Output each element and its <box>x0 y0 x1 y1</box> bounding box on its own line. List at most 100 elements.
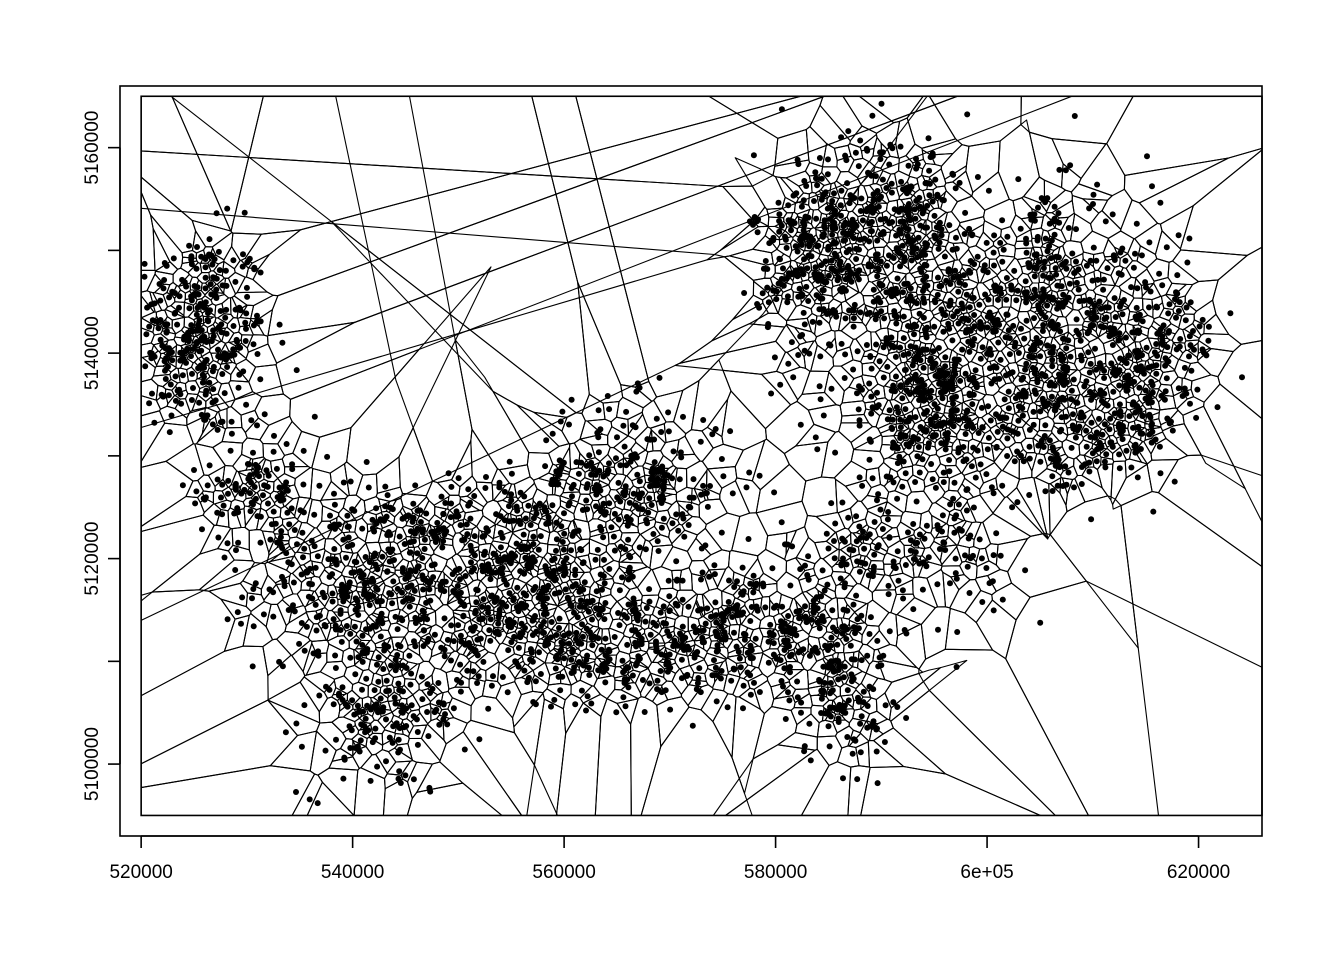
voronoi-cell <box>613 457 624 476</box>
voronoi-cell <box>189 344 198 355</box>
voronoi-cell <box>639 672 656 698</box>
data-point <box>562 586 569 593</box>
voronoi-cell <box>1012 197 1034 220</box>
data-point <box>718 623 725 630</box>
data-point <box>390 578 397 585</box>
data-point <box>510 517 517 524</box>
data-point <box>558 646 565 653</box>
data-point <box>611 547 618 554</box>
data-point <box>616 587 623 594</box>
data-point <box>696 665 703 672</box>
voronoi-cell <box>867 740 905 769</box>
data-point <box>349 697 356 704</box>
data-point <box>542 463 549 470</box>
data-point <box>660 486 667 493</box>
data-point <box>622 546 629 553</box>
data-point <box>674 602 681 609</box>
data-point <box>573 459 580 466</box>
data-point <box>503 581 510 588</box>
data-point <box>733 607 740 614</box>
voronoi-cell <box>1028 383 1044 395</box>
data-point <box>344 523 351 530</box>
data-point <box>373 505 380 512</box>
data-point <box>682 634 689 641</box>
data-point <box>222 267 229 274</box>
data-point <box>427 690 433 696</box>
data-point <box>455 475 462 482</box>
data-point <box>288 561 295 568</box>
data-point <box>401 541 408 547</box>
voronoi-cell <box>342 494 362 514</box>
data-point <box>202 299 209 306</box>
voronoi-cell <box>882 219 894 232</box>
data-point <box>355 611 362 618</box>
data-point <box>224 364 231 370</box>
voronoi-cell <box>802 250 812 262</box>
voronoi-cell <box>621 612 633 626</box>
data-point <box>625 576 632 583</box>
data-point <box>474 680 481 686</box>
voronoi-cell <box>877 461 892 487</box>
data-point <box>359 642 366 648</box>
data-point <box>654 475 661 482</box>
data-point <box>420 586 427 593</box>
data-point <box>459 537 466 544</box>
data-point <box>381 647 388 654</box>
voronoi-cell <box>568 442 581 470</box>
data-point <box>321 594 328 601</box>
data-point <box>646 586 653 593</box>
data-point <box>240 368 247 375</box>
voronoi-cell <box>146 273 165 294</box>
voronoi-cell <box>1124 322 1136 343</box>
data-point <box>412 482 419 489</box>
voronoi-cell <box>562 481 580 494</box>
data-point <box>257 269 264 276</box>
data-point <box>279 545 286 551</box>
voronoi-cell <box>833 180 849 199</box>
data-point <box>333 561 340 568</box>
data-point <box>213 210 220 217</box>
data-point <box>729 490 736 497</box>
voronoi-cell <box>375 456 401 494</box>
data-point <box>310 650 317 657</box>
voronoi-cell <box>328 756 360 771</box>
data-point <box>559 539 566 545</box>
voronoi-cell <box>1070 253 1084 268</box>
data-point <box>388 591 395 598</box>
data-point <box>359 632 366 639</box>
data-point <box>314 800 321 807</box>
data-point <box>463 521 470 528</box>
data-point <box>653 638 659 645</box>
voronoi-cell <box>490 540 510 554</box>
data-point <box>274 494 281 501</box>
voronoi-cell <box>859 133 878 152</box>
data-point <box>595 434 602 441</box>
data-point <box>699 569 706 576</box>
data-point <box>541 629 547 636</box>
data-point <box>414 729 421 735</box>
data-point <box>163 355 169 362</box>
data-point <box>362 554 369 560</box>
voronoi-cell <box>717 659 729 676</box>
voronoi-cell <box>577 281 624 404</box>
data-point <box>286 521 293 528</box>
data-point <box>283 550 290 557</box>
data-point <box>709 431 716 438</box>
data-point <box>386 734 393 741</box>
data-point <box>448 500 455 507</box>
data-point <box>485 604 491 611</box>
voronoi-cell <box>140 589 236 697</box>
data-point <box>571 529 577 535</box>
data-point <box>347 630 354 637</box>
voronoi-cell <box>364 650 375 661</box>
data-point <box>525 674 532 681</box>
data-point <box>736 655 743 662</box>
data-point <box>590 465 597 472</box>
data-point <box>435 699 442 706</box>
data-point <box>499 571 506 577</box>
data-point <box>730 665 737 672</box>
data-point <box>420 627 427 634</box>
voronoi-cell <box>452 573 468 586</box>
data-point <box>308 537 315 544</box>
